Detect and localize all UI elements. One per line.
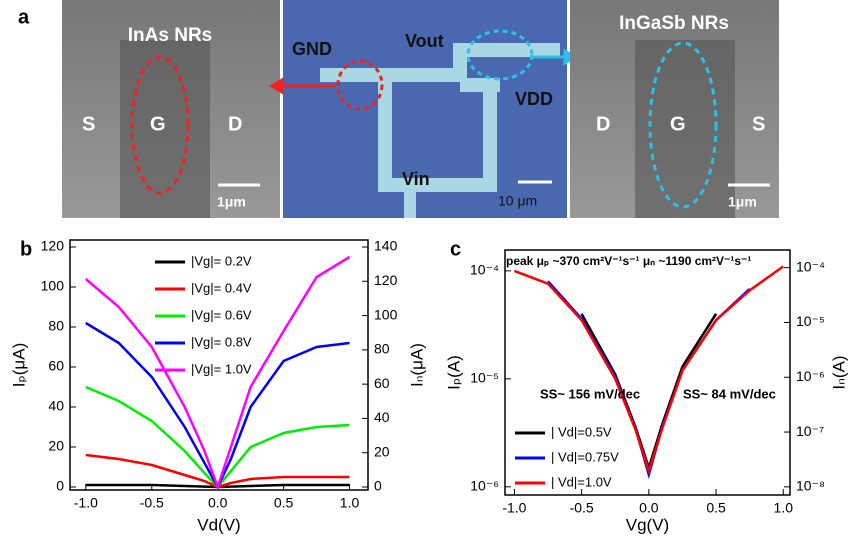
y2-tick-label: 140: [374, 238, 398, 254]
y2-tick-label: 10⁻⁷: [796, 423, 824, 439]
y-tick-label: 20: [48, 438, 64, 454]
y-tick-label: 10⁻⁶: [470, 478, 499, 494]
y-tick-label: 10⁻⁵: [470, 370, 499, 386]
scale-label: 10 μm: [498, 193, 537, 209]
image-title: InAs NRs: [128, 25, 212, 46]
x-tick-label: -0.5: [570, 500, 594, 516]
x-tick-label: -1.0: [502, 500, 526, 516]
x-tick-label: 0.0: [639, 500, 659, 516]
x-tick-label: 1.0: [774, 500, 794, 516]
electrode-label: D: [228, 113, 242, 135]
x-axis-label: Vd(V): [197, 515, 240, 534]
electrode-label: D: [596, 113, 610, 135]
x-tick-label: -1.0: [74, 495, 98, 511]
legend-label: |Vg|= 0.2V: [191, 253, 252, 268]
electrode-label: G: [670, 113, 686, 135]
y-axis-label: Iₚ(μA): [9, 343, 28, 387]
annotation: SS~ 84 mV/dec: [683, 386, 776, 401]
x-tick-label: 0.0: [208, 495, 228, 511]
y2-axis-label: Iₙ(A): [829, 355, 848, 389]
x-axis-label: Vg(V): [626, 515, 669, 534]
data-line: [514, 266, 783, 471]
node-label: GND: [292, 39, 332, 59]
legend-label: |Vg|= 0.8V: [191, 334, 252, 349]
legend-label: | Vd|=0.5V: [551, 424, 612, 439]
y2-tick-label: 0: [374, 478, 382, 494]
scale-label: 1μm: [217, 194, 246, 210]
y-axis-label: Iₚ(A): [444, 355, 463, 390]
y2-tick-label: 100: [374, 306, 398, 322]
image-title: InGaSb NRs: [619, 13, 729, 34]
node-label: Vin: [402, 169, 430, 189]
annotation: peak μₚ ~370 cm²V⁻¹s⁻¹ μₙ ~1190 cm²V⁻¹s⁻…: [506, 254, 751, 268]
data-line: [86, 387, 350, 487]
figure: a InAs NRs S G D 1μm GND Vout VDD Vin 10…: [0, 0, 853, 536]
y2-tick-label: 10⁻⁸: [796, 478, 825, 494]
electrode-label: S: [82, 113, 95, 135]
x-tick-label: -0.5: [140, 495, 164, 511]
y-tick-label: 10⁻⁴: [470, 262, 499, 278]
legend-label: |Vg|= 0.4V: [191, 280, 252, 295]
x-tick-label: 1.0: [340, 495, 360, 511]
y2-tick-label: 10⁻⁶: [796, 368, 825, 384]
y2-tick-label: 20: [374, 443, 390, 459]
data-line: [86, 455, 350, 487]
y2-tick-label: 120: [374, 272, 398, 288]
y-tick-label: 0: [56, 478, 64, 494]
legend-label: |Vg|= 1.0V: [191, 361, 252, 376]
y2-tick-label: 80: [374, 341, 390, 357]
data-line: [548, 281, 750, 474]
legend-label: |Vg|= 0.6V: [191, 307, 252, 322]
legend-label: | Vd|=0.75V: [551, 449, 619, 464]
scale-label: 1μm: [728, 194, 757, 210]
x-tick-label: 0.5: [274, 495, 294, 511]
plot-frame: [505, 250, 790, 495]
electrode-label: S: [752, 113, 765, 135]
y2-tick-label: 60: [374, 375, 390, 391]
panel-label: c: [450, 238, 461, 260]
y2-tick-label: 10⁻⁵: [796, 313, 825, 329]
y-tick-label: 40: [48, 398, 64, 414]
y-tick-label: 80: [48, 318, 64, 334]
panel-label: b: [20, 238, 32, 260]
node-label: VDD: [515, 89, 553, 109]
x-tick-label: 0.5: [706, 500, 726, 516]
annotation: SS~ 156 mV/dec: [540, 386, 640, 401]
electrode-label: G: [150, 113, 166, 135]
panel-label: a: [18, 6, 30, 28]
legend-label: | Vd|=1.0V: [551, 474, 612, 489]
page: a InAs NRs S G D 1μm GND Vout VDD Vin 10…: [0, 0, 853, 541]
node-label: Vout: [405, 31, 444, 51]
y-tick-label: 60: [48, 358, 64, 374]
y-tick-label: 120: [41, 238, 65, 254]
y-tick-label: 100: [41, 278, 65, 294]
y2-axis-label: Iₙ(μA): [407, 343, 426, 387]
y2-tick-label: 40: [374, 409, 390, 425]
y2-tick-label: 10⁻⁴: [796, 258, 825, 274]
